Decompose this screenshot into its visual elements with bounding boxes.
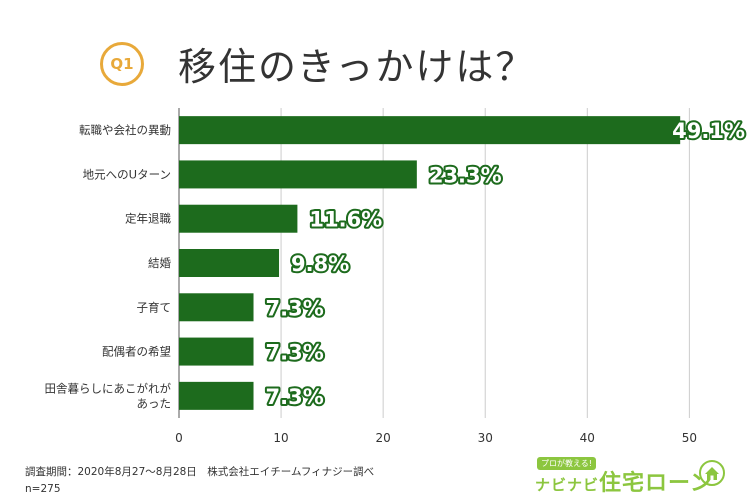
category-label: 結婚 (148, 256, 171, 270)
bar (179, 337, 254, 366)
logo-tag: プロが教える! (537, 457, 596, 470)
logo-title: 住宅ローン (599, 471, 713, 496)
x-tick-label: 30 (478, 431, 493, 445)
data-label: 7.3% (266, 296, 324, 320)
category-label: 子育て (137, 300, 172, 314)
data-label: 11.6% (309, 208, 382, 232)
logo: プロが教える! ナビナビ住宅ローン (535, 456, 725, 496)
data-label: 7.3% (266, 385, 324, 409)
page-title: 移住のきっかけは？ (178, 45, 536, 89)
category-label-line: あった (137, 396, 172, 410)
house-icon (699, 460, 725, 486)
category-label: 定年退職 (125, 212, 171, 226)
category-label-line: 結婚 (148, 256, 171, 270)
category-label-line: 地元へのUターン (83, 167, 171, 181)
category-label-line: 転職や会社の異動 (79, 123, 171, 137)
category-label-line: 定年退職 (125, 212, 171, 226)
bar (179, 249, 280, 277)
x-tick-label: 10 (273, 431, 288, 445)
bar (179, 116, 681, 145)
bar (179, 160, 417, 189)
bar (179, 293, 254, 322)
category-label-line: 子育て (137, 300, 172, 314)
data-label: 23.3% (429, 163, 502, 187)
x-tick-label: 20 (376, 431, 391, 445)
x-tick-label: 0 (175, 431, 183, 445)
x-tick-label: 40 (580, 431, 595, 445)
data-label: 9.8% (291, 252, 349, 276)
category-label: 田舎暮らしにあこがれがあった (45, 381, 172, 410)
data-label: 49.1% (672, 119, 745, 143)
category-label: 地元へのUターン (83, 167, 171, 181)
sample-size: n=275 (25, 483, 61, 495)
bar (179, 381, 254, 410)
logo-kana: ナビナビ (535, 476, 600, 494)
logo-text: ナビナビ住宅ローン (535, 465, 713, 497)
category-label-line: 田舎暮らしにあこがれが (45, 381, 172, 395)
x-tick-label: 50 (682, 431, 697, 445)
category-label: 転職や会社の異動 (79, 123, 171, 137)
category-label-line: 配偶者の希望 (102, 345, 171, 359)
survey-note: 調査期間：2020年8月27〜8月28日 株式会社エイチームフィナジー調べ (25, 466, 375, 478)
bar (179, 204, 298, 233)
category-label: 配偶者の希望 (102, 345, 171, 359)
question-badge: Q1 (100, 42, 144, 86)
data-label: 7.3% (266, 341, 324, 365)
